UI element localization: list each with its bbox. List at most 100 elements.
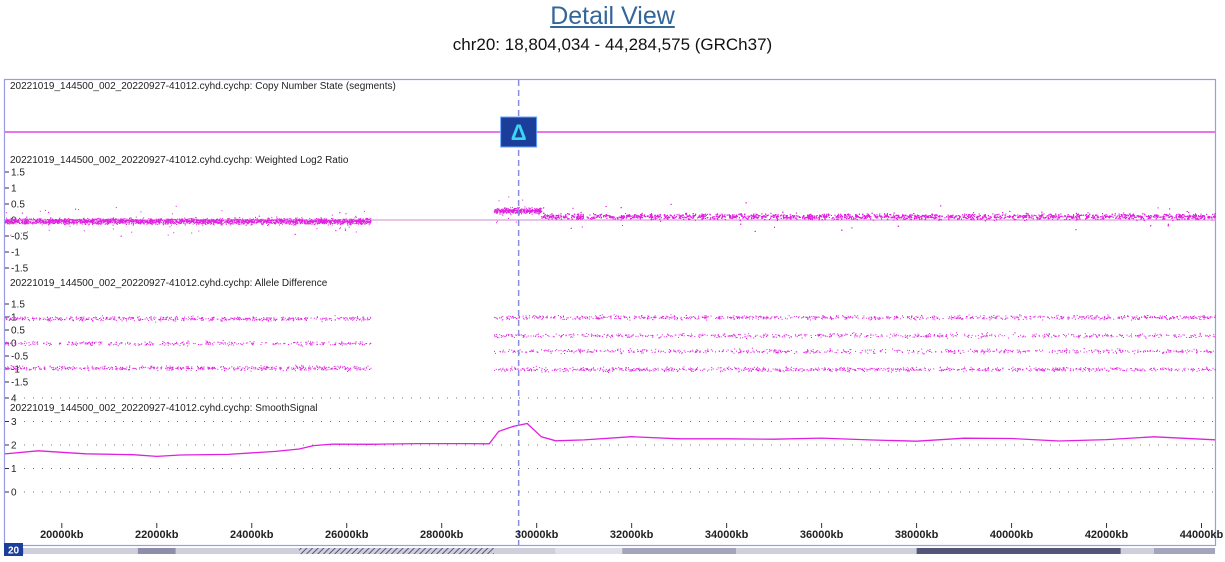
log2-point [352, 221, 353, 222]
log2-point [234, 218, 236, 220]
log2-point [282, 221, 284, 223]
log2-point [304, 220, 306, 222]
log2-point [59, 217, 61, 219]
log2-point [146, 221, 148, 223]
log2-point [336, 223, 338, 225]
log2-point [237, 223, 239, 225]
log2-point [179, 220, 181, 222]
log2-point [209, 220, 211, 222]
log2-point [331, 214, 333, 216]
log2-point [496, 211, 498, 213]
log2-point [529, 207, 531, 209]
log2-point [244, 222, 246, 224]
log2-point [311, 223, 313, 225]
log2-point [201, 223, 203, 225]
log2-point [25, 220, 27, 222]
log2-point [241, 221, 242, 223]
log2-point [358, 222, 360, 224]
log2-point [497, 211, 499, 213]
log2-point [237, 221, 239, 222]
log2-point [207, 222, 209, 224]
log2-point [197, 222, 199, 224]
log2-point [144, 220, 146, 222]
log2-point [143, 223, 145, 225]
log2-point [529, 209, 531, 211]
log2-point [520, 209, 522, 210]
log2-point [36, 218, 38, 220]
log2-point [75, 221, 77, 223]
log2-point [310, 220, 312, 222]
log2-point [322, 220, 324, 222]
log2-point [309, 217, 311, 219]
log2-point [81, 220, 83, 222]
log2-point [529, 211, 531, 213]
log2-point [65, 223, 67, 225]
log2-point [160, 219, 162, 220]
log2-point [326, 220, 328, 222]
log2-point [206, 217, 208, 219]
log2-point [253, 218, 254, 220]
log2-point [189, 218, 191, 220]
log2-point [150, 222, 152, 224]
log2-point [14, 218, 16, 220]
log2-point [497, 208, 499, 210]
log2-point [161, 219, 163, 221]
log2-point [78, 220, 80, 222]
log2-point [301, 221, 303, 223]
log2-point [274, 223, 276, 225]
log2-point [93, 220, 95, 222]
log2-point [350, 222, 352, 224]
log2-point [285, 221, 287, 223]
log2-point [332, 223, 334, 224]
log2-point [72, 220, 74, 222]
log2-point [229, 218, 231, 220]
log2-point [236, 222, 238, 224]
log2-point [19, 218, 21, 220]
log2-point [58, 223, 60, 224]
log2-point [118, 222, 120, 224]
log2-point [54, 220, 56, 221]
log2-point [517, 210, 518, 211]
log2-point [211, 222, 213, 224]
log2-point [181, 219, 183, 221]
log2-point [106, 220, 108, 222]
log2-point [234, 220, 236, 222]
log2-point [84, 218, 86, 220]
log2-point [526, 210, 528, 212]
log2-point [32, 221, 33, 223]
log2-point [210, 221, 212, 223]
log2-point [225, 222, 227, 224]
log2-point [239, 224, 241, 225]
log2-point [518, 206, 520, 208]
log2-point [356, 222, 358, 223]
log2-point [84, 223, 86, 225]
log2-point [9, 219, 11, 221]
log2-point [353, 220, 355, 222]
log2-point [256, 222, 258, 224]
log2-point [270, 219, 272, 221]
log2-point [140, 211, 142, 213]
log2-point [205, 220, 207, 222]
log2-point [69, 219, 71, 221]
log2-point [176, 223, 178, 225]
log2-point [514, 208, 516, 210]
log2-point [330, 223, 331, 225]
log2-point [537, 211, 539, 212]
log2-point [172, 221, 174, 223]
log2-point [106, 221, 108, 223]
log2-point [302, 218, 304, 220]
log2-point [260, 221, 262, 223]
log2-point [239, 222, 241, 224]
log2-point [219, 217, 221, 219]
log2-point [295, 219, 297, 221]
page-title[interactable]: Detail View [550, 2, 675, 30]
log2-point [369, 222, 371, 224]
log2-point [533, 211, 535, 213]
log2-point [315, 221, 316, 222]
y-tick-label: -0.5 [11, 232, 29, 243]
log2-point [40, 222, 42, 224]
log2-point [291, 223, 293, 225]
log2-point [82, 221, 84, 223]
log2-point [250, 222, 252, 224]
